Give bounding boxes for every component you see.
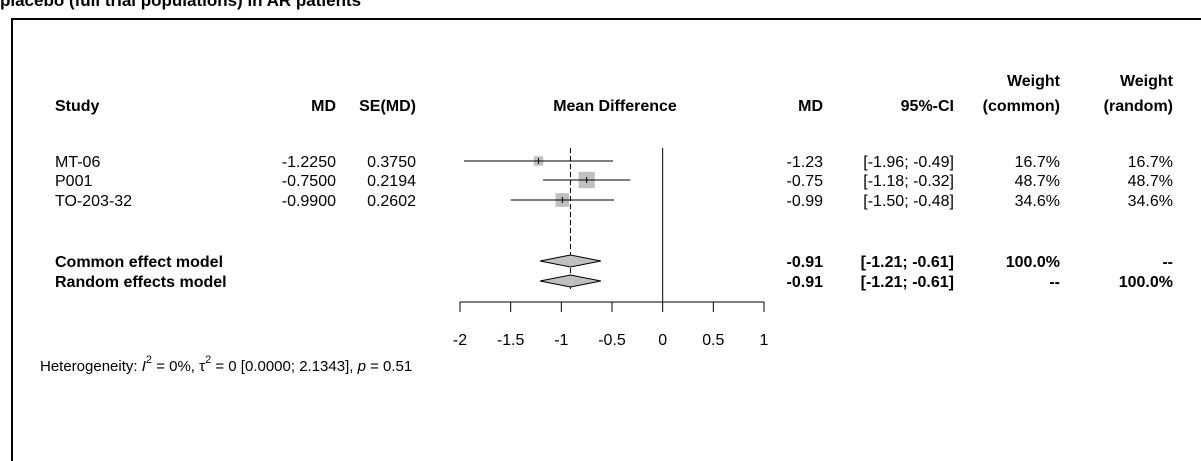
study-se: 0.2602 [367, 193, 416, 210]
study-md-est: -0.99 [787, 193, 824, 210]
header-md2: MD [798, 98, 823, 115]
study-md: -1.2250 [282, 154, 336, 171]
figure-caption: placebo (full trial populations) in AR p… [0, 0, 362, 10]
summary-label: Random effects model [55, 274, 227, 291]
study-weight-random: 16.7% [1128, 154, 1173, 171]
i2-symbol: I [142, 358, 146, 375]
i2-sup: 2 [146, 354, 152, 366]
summary-md: -0.91 [787, 254, 824, 271]
summary-ci: [-1.21; -0.61] [861, 254, 954, 271]
study-ci: [-1.96; -0.49] [863, 154, 954, 171]
study-md-est: -0.75 [787, 173, 824, 190]
study-se: 0.3750 [367, 154, 416, 171]
x-tick-label: 0 [658, 332, 667, 349]
summary-ci: [-1.21; -0.61] [861, 274, 954, 291]
study-weight-common: 16.7% [1015, 154, 1060, 171]
header-se: SE(MD) [359, 98, 416, 115]
summary-md: -0.91 [787, 274, 824, 291]
study-weight-common: 34.6% [1015, 193, 1060, 210]
summary-weight-random: 100.0% [1119, 274, 1173, 291]
study-name: TO-203-32 [55, 193, 132, 210]
x-tick-label: 1 [760, 332, 769, 349]
x-tick-label: -2 [453, 332, 467, 349]
header-effect: Mean Difference [553, 98, 677, 115]
header-weight-common-1: Weight [1007, 73, 1061, 90]
summary-weight-common: -- [1049, 274, 1060, 291]
header-weight-random-1: Weight [1120, 73, 1174, 90]
study-md: -0.9900 [282, 193, 336, 210]
study-name: P001 [55, 173, 92, 190]
header-md: MD [311, 98, 336, 115]
header-ci: 95%-CI [901, 98, 954, 115]
forest-plot: Study MD SE(MD) Mean Difference MD 95%-C… [40, 73, 1174, 375]
study-ci: [-1.50; -0.48] [863, 193, 954, 210]
heterogeneity-text: Heterogeneity: I2 = 0%, τ2 = 0 [0.0000; … [40, 354, 412, 375]
study-weight-common: 48.7% [1015, 173, 1060, 190]
table-rows: MT-06 -1.2250 0.3750 -1.23 [-1.96; -0.49] 16.… [55, 154, 1173, 291]
tau-sup: 2 [205, 354, 211, 366]
study-weight-random: 34.6% [1128, 193, 1173, 210]
plot-frame: Study MD SE(MD) Mean Difference MD 95%-C… [11, 18, 1201, 461]
header-study: Study [55, 98, 100, 115]
summary-label: Common effect model [55, 254, 223, 271]
i2-value: = 0%, [152, 358, 199, 375]
summary-diamond [539, 274, 601, 288]
x-tick-label: 0.5 [702, 332, 724, 349]
study-md: -0.7500 [282, 173, 336, 190]
study-weight-random: 48.7% [1128, 173, 1173, 190]
header-weight-common-2: (common) [983, 98, 1060, 115]
summary-weight-common: 100.0% [1006, 254, 1060, 271]
x-tick-label: -0.5 [598, 332, 626, 349]
x-tick-label: -1.5 [497, 332, 525, 349]
study-ci: [-1.18; -0.32] [863, 173, 954, 190]
study-md-est: -1.23 [787, 154, 824, 171]
header-weight-random-2: (random) [1104, 98, 1173, 115]
tau-symbol: τ [199, 358, 205, 375]
x-tick-label: -1 [554, 332, 568, 349]
study-se: 0.2194 [367, 173, 416, 190]
p-symbol: p [357, 358, 366, 375]
tau-value: = 0 [0.0000; 2.1343], [211, 358, 357, 375]
study-name: MT-06 [55, 154, 100, 171]
heterogeneity-prefix: Heterogeneity: [40, 358, 142, 375]
summary-weight-random: -- [1162, 254, 1173, 271]
p-value: = 0.51 [366, 358, 412, 375]
plot-marks: -2 -1.5 -1 -0.5 0 0.5 1 [453, 148, 769, 349]
summary-diamond [539, 254, 601, 268]
